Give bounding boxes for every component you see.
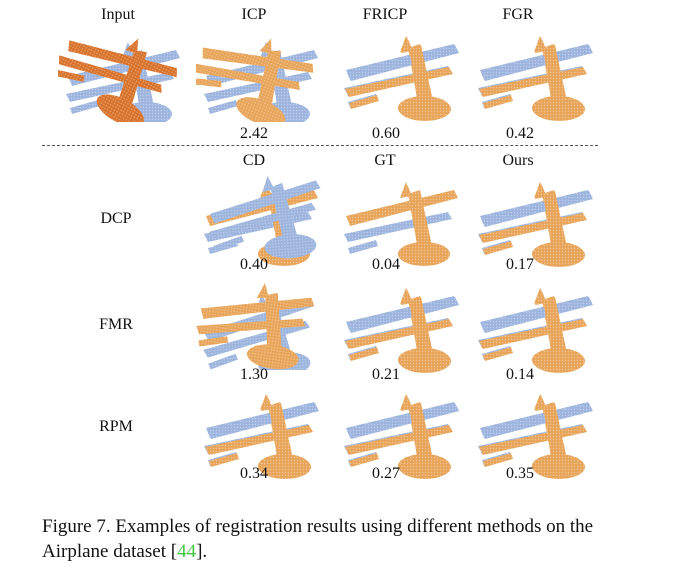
airplane-point-cloud-icon bbox=[204, 394, 319, 479]
header-gt: GT bbox=[374, 152, 396, 169]
row-label-dcp: DCP bbox=[100, 210, 132, 227]
airplane-rpm-cd-render bbox=[196, 380, 326, 480]
row-label-fmr: FMR bbox=[99, 316, 133, 333]
value-rpm-gt: 0.27 bbox=[372, 465, 400, 482]
airplane-point-cloud-icon bbox=[478, 36, 593, 121]
header-input: Input bbox=[101, 6, 135, 23]
row-label-rpm: RPM bbox=[99, 418, 133, 435]
airplane-fricp-render bbox=[336, 22, 466, 122]
airplane-point-cloud-icon bbox=[344, 394, 459, 479]
airplane-point-cloud-icon bbox=[478, 182, 593, 267]
airplane-point-cloud-icon bbox=[478, 288, 593, 373]
header-ours: Ours bbox=[502, 152, 534, 169]
figure-caption: Figure 7. Examples of registration resul… bbox=[42, 514, 642, 564]
value-dcp-gt: 0.04 bbox=[372, 256, 400, 273]
airplane-dcp-ours-render bbox=[470, 168, 600, 268]
airplane-point-cloud-icon bbox=[344, 36, 459, 121]
value-fgr: 0.42 bbox=[506, 125, 534, 142]
value-dcp-cd: 0.40 bbox=[240, 256, 268, 273]
airplane-point-cloud-icon bbox=[58, 38, 180, 122]
airplane-point-cloud-icon bbox=[478, 394, 593, 479]
airplane-fmr-ours-render bbox=[470, 274, 600, 374]
value-fmr-cd: 1.30 bbox=[240, 366, 268, 383]
airplane-point-cloud-icon bbox=[196, 283, 315, 370]
header-cd: CD bbox=[242, 152, 266, 169]
value-dcp-ours: 0.17 bbox=[506, 256, 534, 273]
airplane-dcp-gt-render bbox=[336, 168, 466, 268]
airplane-dcp-cd-render bbox=[196, 168, 326, 268]
airplane-icp-render bbox=[196, 22, 326, 122]
airplane-fgr-render bbox=[470, 22, 600, 122]
value-icp: 2.42 bbox=[240, 125, 268, 142]
airplane-point-cloud-icon bbox=[204, 175, 321, 266]
value-rpm-ours: 0.35 bbox=[506, 465, 534, 482]
airplane-fmr-cd-render bbox=[190, 270, 320, 370]
airplane-point-cloud-icon bbox=[344, 182, 458, 266]
airplane-rpm-gt-render bbox=[336, 380, 466, 480]
caption-text-end: ]. bbox=[196, 541, 208, 562]
dashed-divider bbox=[42, 145, 598, 146]
value-fricp: 0.60 bbox=[372, 125, 400, 142]
airplane-input-render bbox=[58, 22, 188, 122]
header-fgr: FGR bbox=[502, 6, 534, 23]
airplane-rpm-ours-render bbox=[470, 380, 600, 480]
citation-link[interactable]: 44 bbox=[177, 541, 197, 562]
airplane-fmr-gt-render bbox=[336, 274, 466, 374]
airplane-point-cloud-icon bbox=[196, 38, 318, 122]
value-fmr-gt: 0.21 bbox=[372, 366, 400, 383]
header-icp: ICP bbox=[241, 6, 267, 23]
value-fmr-ours: 0.14 bbox=[506, 366, 534, 383]
value-rpm-cd: 0.34 bbox=[240, 465, 268, 482]
caption-text: Figure 7. Examples of registration resul… bbox=[42, 516, 594, 562]
airplane-point-cloud-icon bbox=[344, 288, 459, 373]
header-fricp: FRICP bbox=[362, 6, 408, 23]
